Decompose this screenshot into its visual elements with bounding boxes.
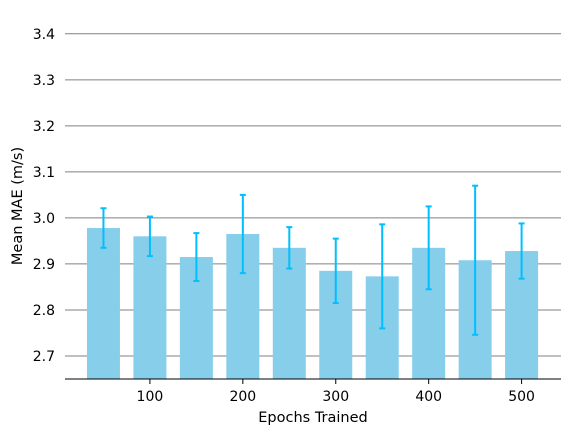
error-bars [100, 184, 525, 336]
bar [133, 236, 167, 379]
x-tick-label: 400 [415, 389, 442, 405]
error-bar [146, 215, 153, 258]
bar [272, 247, 306, 379]
bar [86, 228, 120, 379]
error-bar [286, 226, 293, 270]
y-tick-label: 2.8 [33, 303, 55, 319]
bars [86, 228, 539, 379]
x-axis-title: Epochs Trained [258, 410, 367, 426]
error-bar [100, 207, 107, 249]
error-bar [425, 205, 432, 291]
error-bar [239, 193, 246, 275]
error-bar [332, 237, 339, 305]
y-tick-label: 2.7 [33, 349, 55, 365]
y-tick-labels: 2.7 2.8 2.9 3.0 3.1 3.2 3.3 3.4 [33, 27, 55, 365]
y-axis-title: Mean MAE (m/s) [10, 147, 26, 265]
y-tick-label: 3.3 [33, 73, 55, 89]
y-tick-label: 2.9 [33, 257, 55, 273]
y-tick-label: 3.2 [33, 119, 55, 135]
error-bar [472, 184, 479, 336]
error-bar [518, 222, 525, 280]
error-bar [379, 223, 386, 330]
y-tick-label: 3.1 [33, 165, 55, 181]
y-tick-label: 3.4 [33, 27, 55, 43]
x-ticks: 100 200 300 400 500 [137, 379, 535, 405]
x-tick-label: 500 [508, 389, 535, 405]
x-tick-label: 300 [322, 389, 349, 405]
y-tick-label: 3.0 [33, 211, 55, 227]
x-tick-label: 100 [137, 389, 164, 405]
error-bar [193, 232, 200, 282]
x-tick-label: 200 [229, 389, 256, 405]
